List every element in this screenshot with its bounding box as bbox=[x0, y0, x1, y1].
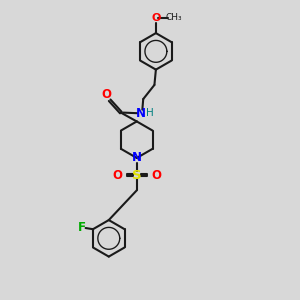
Text: S: S bbox=[132, 169, 142, 182]
Text: N: N bbox=[132, 152, 142, 164]
Text: CH₃: CH₃ bbox=[166, 13, 182, 22]
Text: O: O bbox=[151, 13, 160, 23]
Text: O: O bbox=[151, 169, 161, 182]
Text: O: O bbox=[102, 88, 112, 101]
Text: H: H bbox=[146, 108, 154, 118]
Text: O: O bbox=[112, 169, 122, 182]
Text: N: N bbox=[136, 107, 146, 120]
Text: F: F bbox=[78, 221, 86, 234]
